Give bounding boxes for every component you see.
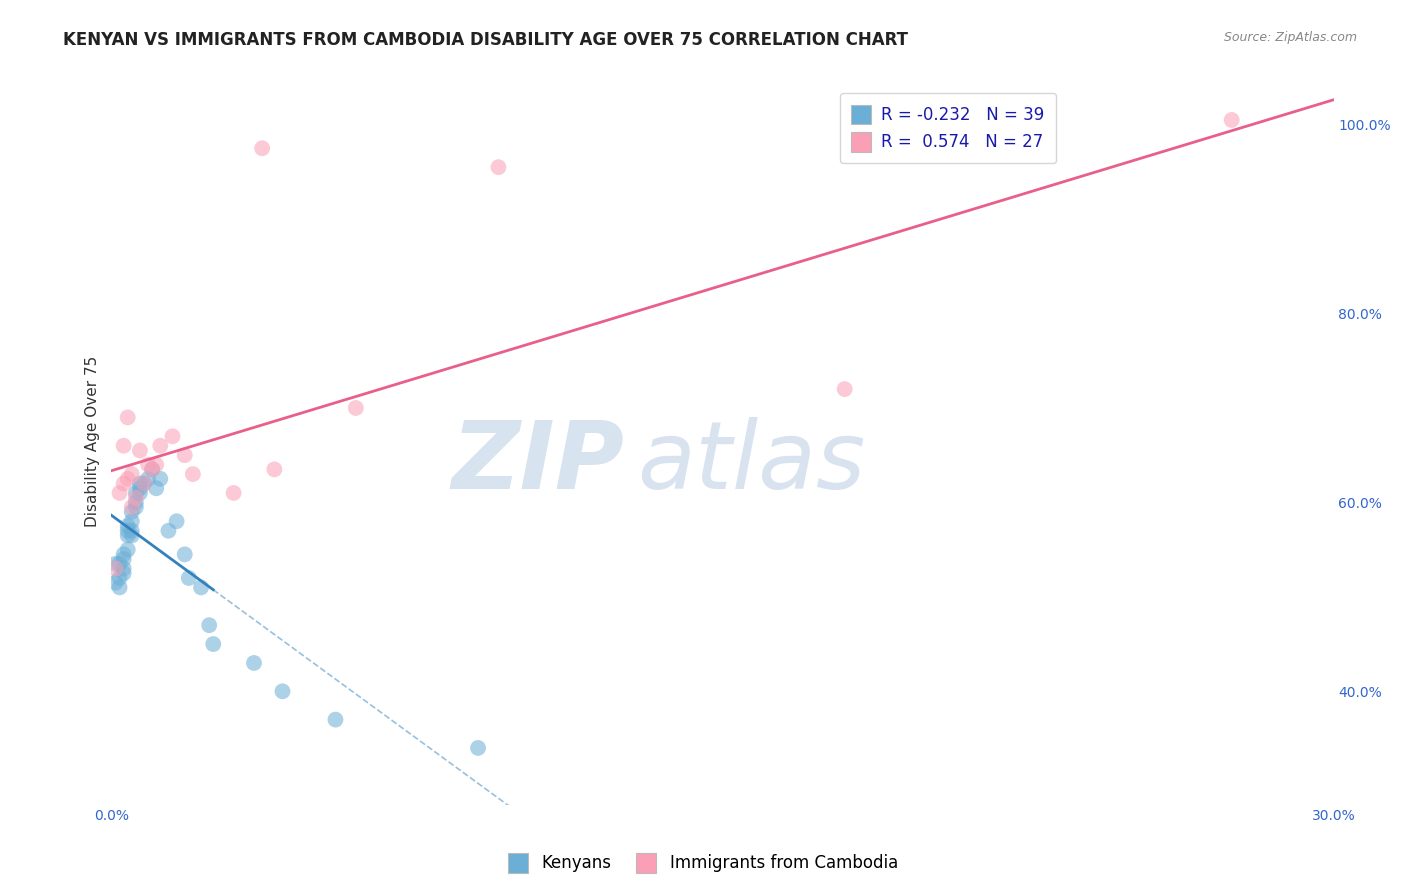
Point bbox=[121, 528, 143, 542]
Text: KENYAN VS IMMIGRANTS FROM CAMBODIA DISABILITY AGE OVER 75 CORRELATION CHART: KENYAN VS IMMIGRANTS FROM CAMBODIA DISAB… bbox=[63, 31, 908, 49]
Text: atlas: atlas bbox=[637, 417, 865, 508]
Point bbox=[112, 547, 135, 561]
Point bbox=[125, 486, 148, 500]
Point bbox=[121, 514, 143, 528]
Point bbox=[129, 481, 152, 495]
Point bbox=[271, 684, 294, 698]
Point bbox=[325, 713, 347, 727]
Point bbox=[125, 495, 148, 509]
Point bbox=[108, 486, 131, 500]
Point bbox=[117, 542, 139, 557]
Point bbox=[1220, 112, 1243, 127]
Point bbox=[141, 462, 163, 476]
Point bbox=[121, 467, 143, 481]
Point bbox=[173, 448, 195, 462]
Point bbox=[112, 566, 135, 581]
Point bbox=[149, 439, 172, 453]
Point bbox=[250, 141, 273, 155]
Y-axis label: Disability Age Over 75: Disability Age Over 75 bbox=[86, 355, 100, 526]
Point bbox=[834, 382, 856, 396]
Point bbox=[145, 458, 167, 472]
Point bbox=[467, 741, 489, 756]
Point bbox=[129, 476, 152, 491]
Point bbox=[190, 581, 212, 595]
Point bbox=[136, 458, 159, 472]
Point bbox=[141, 462, 163, 476]
Point bbox=[117, 472, 139, 486]
Point bbox=[117, 528, 139, 542]
Text: Source: ZipAtlas.com: Source: ZipAtlas.com bbox=[1223, 31, 1357, 45]
Point bbox=[243, 656, 266, 670]
Point bbox=[112, 561, 135, 575]
Point bbox=[117, 519, 139, 533]
Point bbox=[129, 486, 152, 500]
Point bbox=[132, 476, 155, 491]
Point bbox=[173, 547, 195, 561]
Point bbox=[263, 462, 285, 476]
Point bbox=[117, 410, 139, 425]
Point bbox=[222, 486, 245, 500]
Point bbox=[108, 581, 131, 595]
Point bbox=[181, 467, 204, 481]
Point bbox=[145, 481, 167, 495]
Point bbox=[177, 571, 200, 585]
Point bbox=[344, 401, 367, 415]
Point bbox=[104, 557, 127, 571]
Point bbox=[125, 500, 148, 515]
Point bbox=[157, 524, 180, 538]
Point bbox=[121, 500, 143, 515]
Point bbox=[108, 557, 131, 571]
Point bbox=[486, 160, 509, 174]
Point bbox=[132, 476, 155, 491]
Legend: R = -0.232   N = 39, R =  0.574   N = 27: R = -0.232 N = 39, R = 0.574 N = 27 bbox=[839, 93, 1056, 163]
Point bbox=[112, 439, 135, 453]
Point bbox=[125, 491, 148, 505]
Point bbox=[117, 524, 139, 538]
Point bbox=[202, 637, 225, 651]
Point bbox=[112, 476, 135, 491]
Point bbox=[166, 514, 188, 528]
Point bbox=[136, 472, 159, 486]
Point bbox=[112, 552, 135, 566]
Point bbox=[129, 443, 152, 458]
Text: ZIP: ZIP bbox=[451, 417, 624, 508]
Point bbox=[121, 524, 143, 538]
Point bbox=[198, 618, 221, 632]
Point bbox=[104, 575, 127, 590]
Legend: Kenyans, Immigrants from Cambodia: Kenyans, Immigrants from Cambodia bbox=[502, 847, 904, 880]
Point bbox=[149, 472, 172, 486]
Point bbox=[121, 505, 143, 519]
Point bbox=[108, 571, 131, 585]
Point bbox=[162, 429, 184, 443]
Point bbox=[104, 561, 127, 575]
